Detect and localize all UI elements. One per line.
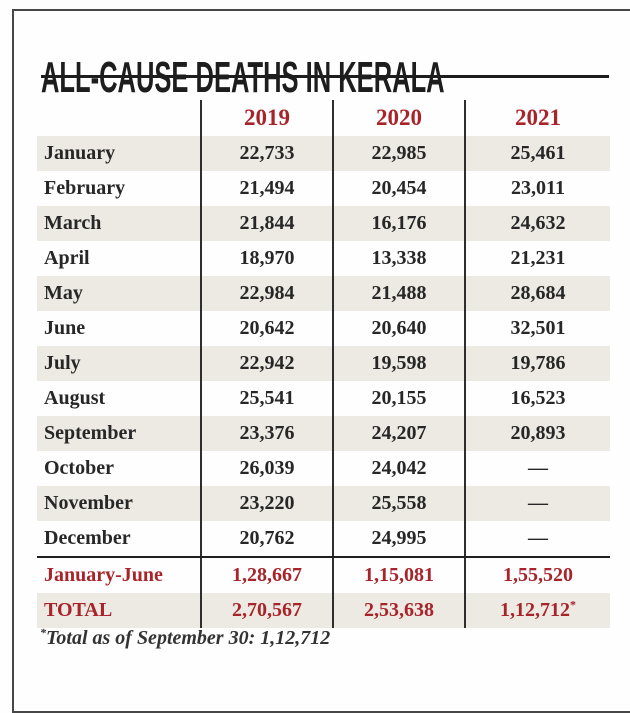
value-cell: — [528,527,548,549]
row-label: July [37,346,202,381]
table-row-november: November 23,220 25,558 — [37,486,610,521]
footnote: *Total as of September 30: 1,12,712 [40,625,331,650]
row-label: September [37,416,202,451]
value-cell: 25,461 [510,142,566,164]
year-header-2019: 2019 [202,100,334,136]
value-cell: 13,338 [334,241,466,276]
table-row-december: December 20,762 24,995 — [37,521,610,556]
value-cell: 21,844 [202,206,334,241]
value-cell: 21,494 [202,171,334,206]
table-row-july: July 22,942 19,598 19,786 [37,346,610,381]
value-cell: 22,985 [334,136,466,171]
value-cell: 21,231 [510,247,566,269]
value-cell: 25,558 [334,486,466,521]
row-label: March [37,206,202,241]
table-row-may: May 22,984 21,488 28,684 [37,276,610,311]
value-cell: 20,893 [510,422,566,444]
value-cell: 22,733 [202,136,334,171]
table-row-october: October 26,039 24,042 — [37,451,610,486]
value-cell: 19,786 [510,352,566,374]
value-cell: 22,984 [202,276,334,311]
row-label: January-June [37,558,202,593]
row-label: December [37,521,202,556]
value-cell: 25,541 [202,381,334,416]
deaths-table: 2019 2020 2021 January 22,733 22,985 25,461 Feb… [37,100,610,628]
value-cell: 23,011 [511,177,565,199]
table-row-september: September 23,376 24,207 20,893 [37,416,610,451]
value-cell: 18,970 [202,241,334,276]
summary-row-total: TOTAL 2,70,567 2,53,638 1,12,712* [37,593,610,628]
value-cell: — [528,457,548,479]
value-cell: 1,55,520 [503,564,573,586]
value-cell: 24,632 [510,212,566,234]
value-cell: 24,995 [334,521,466,556]
table-row-august: August 25,541 20,155 16,523 [37,381,610,416]
value-cell: 23,220 [202,486,334,521]
value-cell: 26,039 [202,451,334,486]
table-row-march: March 21,844 16,176 24,632 [37,206,610,241]
corner-cell [37,100,202,136]
row-label: February [37,171,202,206]
value-cell: — [528,492,548,514]
table-row-january: January 22,733 22,985 25,461 [37,136,610,171]
year-header-2020: 2020 [334,100,466,136]
row-label: January [37,136,202,171]
footnote-marker: * [40,625,46,640]
table-row-february: February 21,494 20,454 23,011 [37,171,610,206]
footnote-text: Total as of September 30: 1,12,712 [46,627,331,649]
row-label: TOTAL [37,593,202,628]
value-cell: 1,12,712* [500,597,576,621]
infographic-panel: ALL-CAUSE DEATHS IN KERALA 2019 2020 2021 J… [12,9,630,713]
value-cell: 24,207 [334,416,466,451]
row-label: August [37,381,202,416]
table-row-june: June 20,642 20,640 32,501 [37,311,610,346]
note-marker: * [570,597,576,612]
value-cell: 23,376 [202,416,334,451]
value-cell: 20,762 [202,521,334,556]
value-cell: 16,523 [510,387,566,409]
value-cell: 19,598 [334,346,466,381]
value-cell: 16,176 [334,206,466,241]
table-row-april: April 18,970 13,338 21,231 [37,241,610,276]
value-cell: 1,28,667 [202,558,334,593]
value-cell: 2,70,567 [202,593,334,628]
row-label: April [37,241,202,276]
row-label: June [37,311,202,346]
row-label: November [37,486,202,521]
value-cell: 22,942 [202,346,334,381]
summary-row-january-june: January-June 1,28,667 1,15,081 1,55,520 [37,556,610,593]
table-header-row: 2019 2020 2021 [37,100,610,136]
value-cell: 1,15,081 [334,558,466,593]
value-cell: 24,042 [334,451,466,486]
value-cell: 32,501 [510,317,566,339]
value-cell: 2,53,638 [334,593,466,628]
title-rule [41,75,609,78]
value-cell: 21,488 [334,276,466,311]
value-cell: 20,640 [334,311,466,346]
year-header-2021: 2021 [515,105,561,130]
row-label: May [37,276,202,311]
value-cell: 20,642 [202,311,334,346]
value-cell: 28,684 [510,282,566,304]
value-cell: 20,454 [334,171,466,206]
page-title: ALL-CAUSE DEATHS IN KERALA [41,53,445,103]
row-label: October [37,451,202,486]
value-cell: 20,155 [334,381,466,416]
